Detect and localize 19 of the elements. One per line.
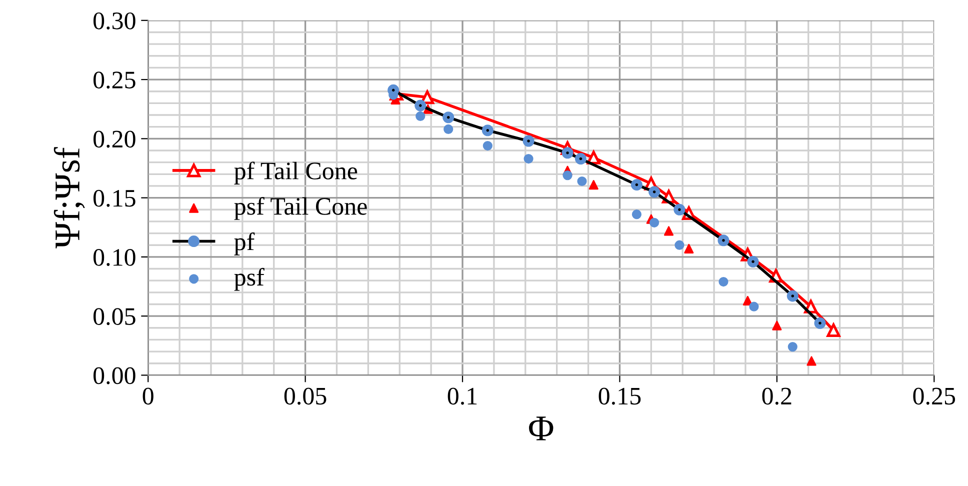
y-tick-label: 0.05 bbox=[94, 308, 136, 326]
y-tick-label: 0.15 bbox=[94, 190, 136, 207]
x-axis-title: Φ bbox=[529, 416, 554, 440]
x-tick-label: 0 bbox=[142, 388, 154, 405]
y-tick-label: 0.30 bbox=[94, 12, 136, 30]
x-tick-label: 0.15 bbox=[598, 388, 641, 405]
x-tick-label: 0.05 bbox=[284, 388, 326, 405]
legend-label: psf Tail Cone bbox=[234, 197, 367, 220]
x-tick-label: 0.1 bbox=[448, 388, 477, 405]
x-tick-label: 0.2 bbox=[762, 388, 792, 405]
y-axis-title: Ψf;Ψsf bbox=[54, 147, 85, 248]
y-tick-label: 0.10 bbox=[94, 248, 136, 266]
legend-label: pf Tail Cone bbox=[234, 162, 358, 185]
y-tick-label: 0.20 bbox=[94, 130, 136, 148]
y-tick-label: 0.00 bbox=[94, 367, 136, 384]
legend-label: pf bbox=[234, 232, 255, 256]
y-tick-label: 0.25 bbox=[94, 72, 136, 89]
legend-label: psf bbox=[234, 268, 264, 291]
x-tick-label: 0.25 bbox=[913, 388, 956, 405]
